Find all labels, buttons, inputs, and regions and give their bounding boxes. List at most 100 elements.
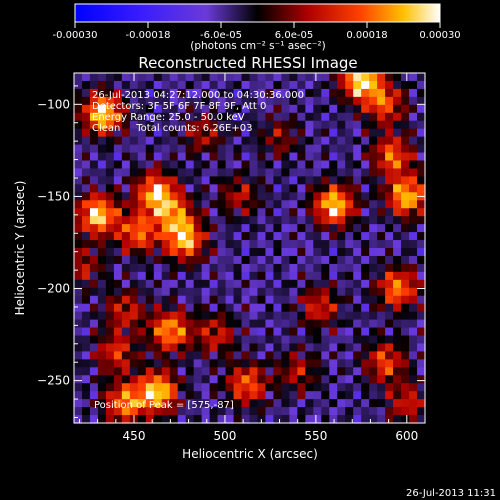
heatmap-cell [225, 359, 235, 368]
heatmap-cell [137, 192, 147, 201]
heatmap-cell [249, 319, 259, 329]
heatmap-cell [321, 232, 330, 241]
heatmap-cell [97, 88, 107, 98]
heatmap-cell [225, 295, 235, 305]
heatmap-cell [377, 184, 386, 193]
heatmap-cell [289, 255, 298, 265]
heatmap-cell [145, 383, 155, 392]
heatmap-cell [281, 375, 290, 384]
heatmap-cell [305, 152, 314, 162]
heatmap-cell [257, 200, 267, 209]
heatmap-cell [193, 208, 203, 217]
heatmap-cell [401, 263, 410, 273]
heatmap-cell [321, 208, 330, 217]
heatmap-cell [209, 73, 219, 82]
heatmap-cell [153, 224, 163, 233]
heatmap-cell [89, 407, 99, 416]
heatmap-cell [233, 383, 243, 392]
heatmap-cell [281, 200, 290, 209]
heatmap-cell [74, 248, 83, 257]
heatmap-cell [249, 375, 259, 384]
heatmap-cell [345, 311, 354, 321]
heatmap-cell [153, 271, 163, 281]
heatmap-cell [257, 176, 267, 185]
heatmap-cell [177, 359, 187, 368]
heatmap-cell [265, 128, 275, 138]
heatmap-cell [377, 335, 386, 345]
heatmap-cell [137, 208, 147, 217]
heatmap-cell [169, 160, 179, 170]
heatmap-cell [305, 232, 314, 241]
heatmap-cell [305, 327, 314, 337]
heatmap-cell [74, 208, 83, 217]
heatmap-cell [153, 176, 163, 185]
heatmap-cell [313, 152, 322, 162]
heatmap-cell [417, 144, 426, 154]
heatmap-cell [241, 303, 251, 313]
heatmap-cell [345, 208, 354, 217]
heatmap-cell [361, 73, 370, 82]
heatmap-cell [105, 295, 115, 305]
heatmap-cell [105, 391, 115, 400]
heatmap-cell [233, 73, 243, 82]
heatmap-cell [145, 311, 155, 321]
heatmap-cell [113, 144, 123, 154]
heatmap-cell [345, 184, 354, 193]
heatmap-cell [385, 208, 394, 217]
heatmap-cell [153, 359, 163, 368]
heatmap-cell [233, 112, 243, 122]
heatmap-cell [345, 303, 354, 313]
heatmap-cell [409, 295, 418, 305]
heatmap-cell [361, 327, 370, 337]
heatmap-cell [177, 311, 187, 321]
heatmap-cell [225, 80, 235, 90]
heatmap-cell [81, 415, 91, 424]
heatmap-cell [121, 184, 131, 193]
heatmap-cell [97, 232, 107, 241]
heatmap-cell [289, 319, 298, 329]
heatmap-cell [297, 192, 306, 201]
heatmap-cell [265, 311, 275, 321]
heatmap-cell [193, 200, 203, 209]
heatmap-cell [249, 248, 259, 257]
heatmap-cell [137, 160, 147, 170]
heatmap-cell [185, 311, 195, 321]
heatmap-cell [241, 216, 251, 225]
heatmap-cell [105, 367, 115, 376]
heatmap-cell [81, 240, 91, 249]
heatmap-cell [249, 255, 259, 265]
heatmap-cell [153, 96, 163, 106]
heatmap-cell [217, 399, 227, 408]
heatmap-cell [169, 128, 179, 138]
heatmap-cell [169, 248, 179, 257]
heatmap-cell [401, 73, 410, 82]
heatmap-cell [209, 407, 219, 416]
heatmap-cell [145, 287, 155, 297]
heatmap-cell [225, 232, 235, 241]
heatmap-cell [233, 255, 243, 265]
heatmap-cell [409, 319, 418, 329]
heatmap-cell [393, 216, 402, 225]
heatmap-cell [257, 375, 267, 384]
heatmap-cell [145, 168, 155, 177]
heatmap-cell [81, 128, 91, 138]
heatmap-cell [129, 224, 139, 233]
heatmap-cell [377, 96, 386, 106]
heatmap-cell [241, 399, 251, 408]
heatmap-cell [297, 240, 306, 249]
heatmap-cell [353, 144, 362, 154]
heatmap-cell [401, 399, 410, 408]
heatmap-cell [74, 303, 83, 313]
heatmap-cell [241, 271, 251, 281]
heatmap-cell [273, 168, 283, 177]
heatmap-cell [209, 96, 219, 106]
heatmap-cell [289, 351, 298, 360]
heatmap-cell [409, 128, 418, 138]
heatmap-cell [121, 319, 131, 329]
heatmap-cell [89, 104, 99, 114]
heatmap-cell [161, 208, 171, 217]
heatmap-cell [161, 383, 171, 392]
heatmap-cell [89, 295, 99, 305]
heatmap-cell [225, 144, 235, 154]
annotation-energy: Energy Range: 25.0 - 50.0 keV [92, 112, 245, 123]
